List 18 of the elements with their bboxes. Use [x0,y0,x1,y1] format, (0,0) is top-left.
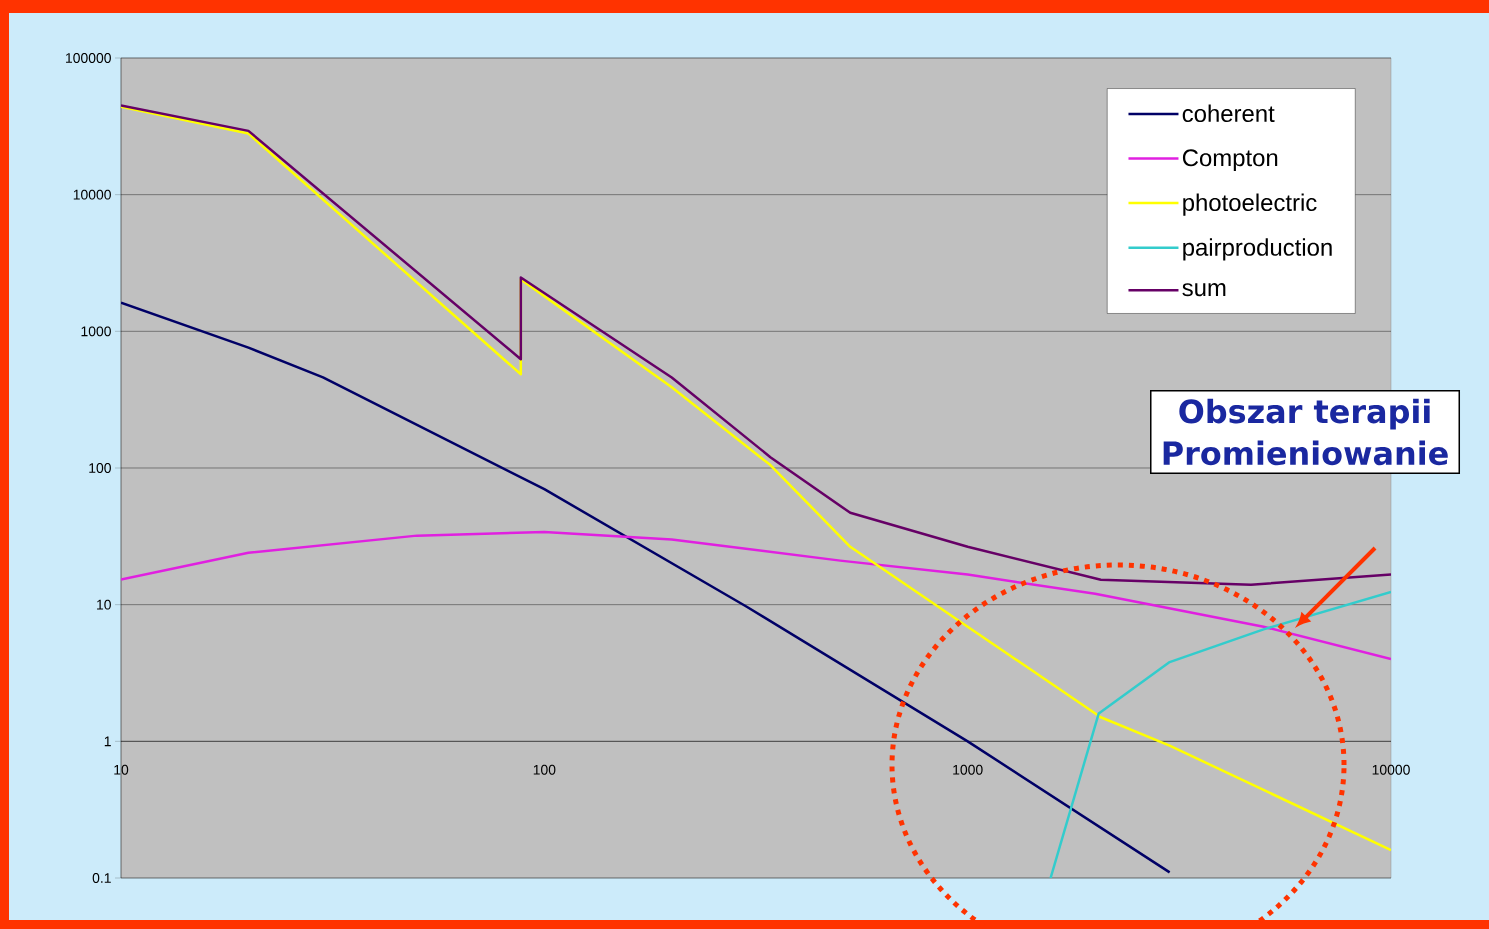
y-tick-label: 100 [89,463,111,473]
x-tick-label: 1000 [953,764,983,775]
y-tick-label: 10 [97,599,111,610]
y-tick-label: 0.1 [92,873,111,883]
legend-label: Compton [1182,149,1278,171]
legend-label: pairproduction [1183,238,1332,261]
legend-label: photoelectric [1183,193,1317,216]
x-tick-label: 10000 [1372,764,1410,775]
x-tick-label: 10 [114,764,129,775]
x-tick-label: 100 [533,764,556,775]
annotation: Promieniowanie [1163,440,1448,466]
y-tick-label: 100000 [66,53,111,63]
legend-label: sum [1182,283,1226,297]
y-tick-label: 1000 [81,326,111,337]
y-tick-label: 1 [104,736,111,747]
annotation: Obszar terapii [1179,398,1430,430]
legend-label: coherent [1182,104,1275,123]
y-tick-label: 10000 [73,189,111,200]
